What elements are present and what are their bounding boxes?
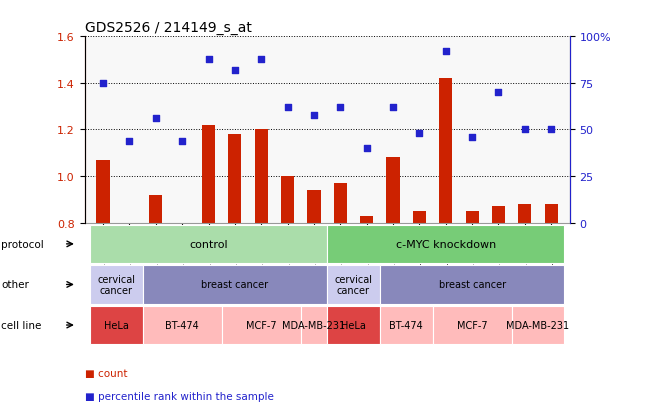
Text: BT-474: BT-474 [165,320,199,330]
Text: HeLa: HeLa [104,320,129,330]
Bar [255,130,268,223]
Point [519,127,530,133]
Point [467,134,477,141]
Bar [96,160,109,223]
Text: BT-474: BT-474 [389,320,423,330]
Text: MCF-7: MCF-7 [457,320,488,330]
Text: other: other [1,280,29,290]
Point [256,56,266,63]
Text: HeLa: HeLa [341,320,366,330]
Bar [492,207,505,223]
Bar [360,216,373,223]
Point [546,127,557,133]
Point [230,67,240,74]
Text: MDA-MB-231: MDA-MB-231 [283,320,346,330]
Point [493,90,504,96]
Bar [465,211,478,223]
Bar [439,79,452,223]
Text: ■ percentile rank within the sample: ■ percentile rank within the sample [85,391,273,401]
Bar [334,183,347,223]
Text: MDA-MB-231: MDA-MB-231 [506,320,570,330]
Point [441,49,451,55]
Text: control: control [189,239,228,249]
Text: breast cancer: breast cancer [439,280,506,290]
Text: breast cancer: breast cancer [201,280,268,290]
Point [177,138,187,145]
Bar [229,135,242,223]
Point [335,104,346,111]
Bar [149,195,162,223]
Bar [202,126,215,223]
Text: ■ count: ■ count [85,368,127,378]
Text: GDS2526 / 214149_s_at: GDS2526 / 214149_s_at [85,21,251,35]
Point [388,104,398,111]
Bar [545,204,558,223]
Point [283,104,293,111]
Point [150,116,161,122]
Text: protocol: protocol [1,239,44,249]
Point [124,138,135,145]
Bar [281,177,294,223]
Bar [413,211,426,223]
Bar [518,204,531,223]
Bar [387,158,400,223]
Bar [307,190,320,223]
Point [98,81,108,87]
Text: MCF-7: MCF-7 [246,320,277,330]
Text: cervical
cancer: cervical cancer [97,274,135,296]
Text: cervical
cancer: cervical cancer [335,274,372,296]
Text: c-MYC knockdown: c-MYC knockdown [396,239,496,249]
Point [203,56,214,63]
Point [309,112,319,119]
Text: cell line: cell line [1,320,42,330]
Point [361,145,372,152]
Point [414,131,424,137]
